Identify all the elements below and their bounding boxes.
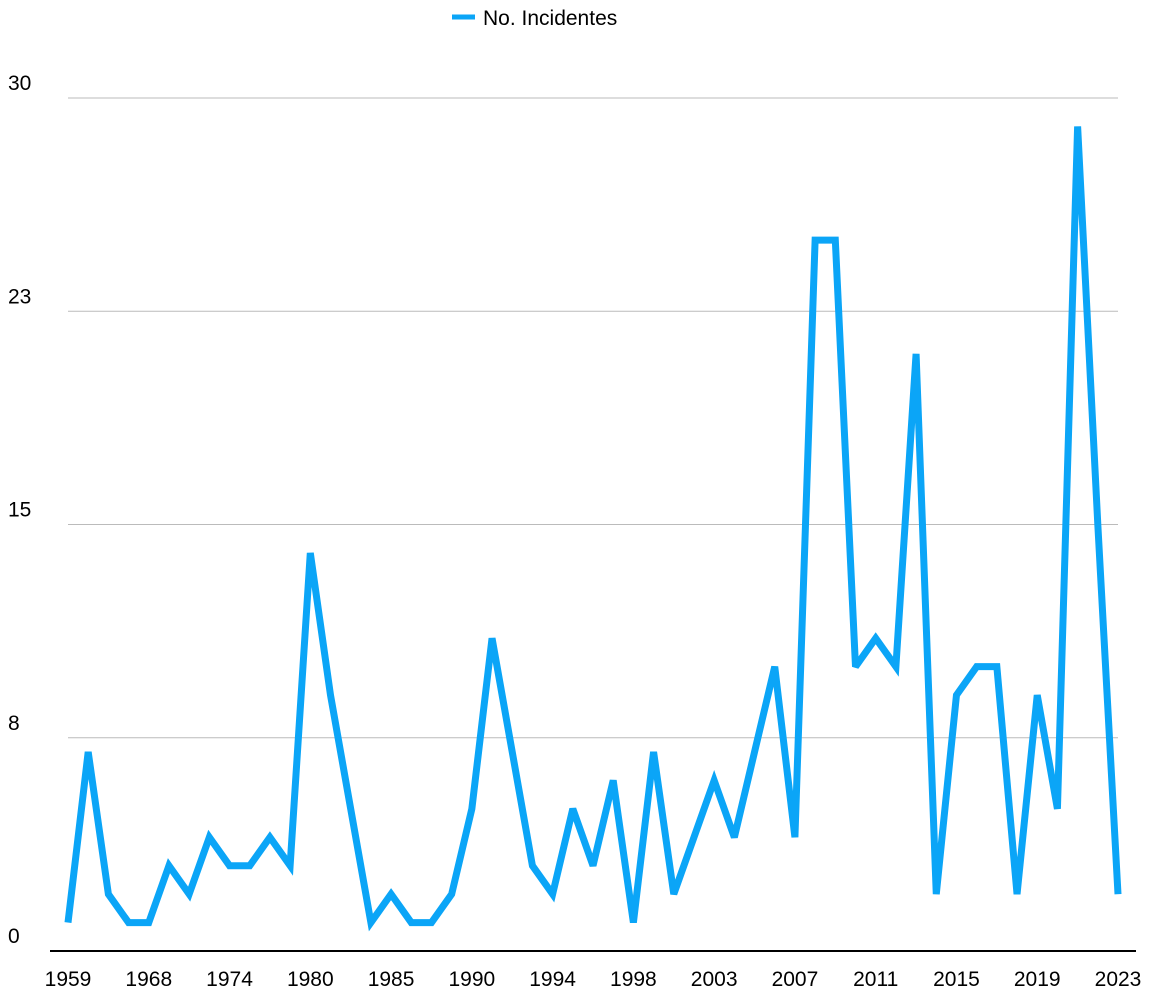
x-tick-label: 1994: [529, 968, 576, 991]
x-tick-label: 2003: [691, 968, 738, 991]
x-tick-label: 2007: [772, 968, 819, 991]
y-tick-label: 15: [8, 499, 31, 522]
x-tick-label: 1959: [45, 968, 92, 991]
x-tick-label: 2011: [853, 968, 898, 991]
data-line: [64, 126, 1122, 932]
x-tick-label: 1974: [206, 968, 253, 991]
y-tick-label: 8: [8, 712, 20, 735]
x-tick-label: 1990: [448, 968, 495, 991]
x-tick-label: 2023: [1095, 968, 1142, 991]
y-tick-label: 30: [8, 72, 31, 95]
x-tick-label: 1998: [610, 968, 657, 991]
legend-label: No. Incidentes: [483, 7, 617, 30]
x-tick-label: 2015: [933, 968, 980, 991]
x-tick-label: 1980: [287, 968, 334, 991]
y-tick-label: 23: [8, 285, 31, 308]
x-tick-label: 2019: [1014, 968, 1061, 991]
x-tick-label: 1985: [368, 968, 415, 991]
y-tick-label: 0: [8, 925, 20, 948]
x-tick-label: 1968: [125, 968, 172, 991]
